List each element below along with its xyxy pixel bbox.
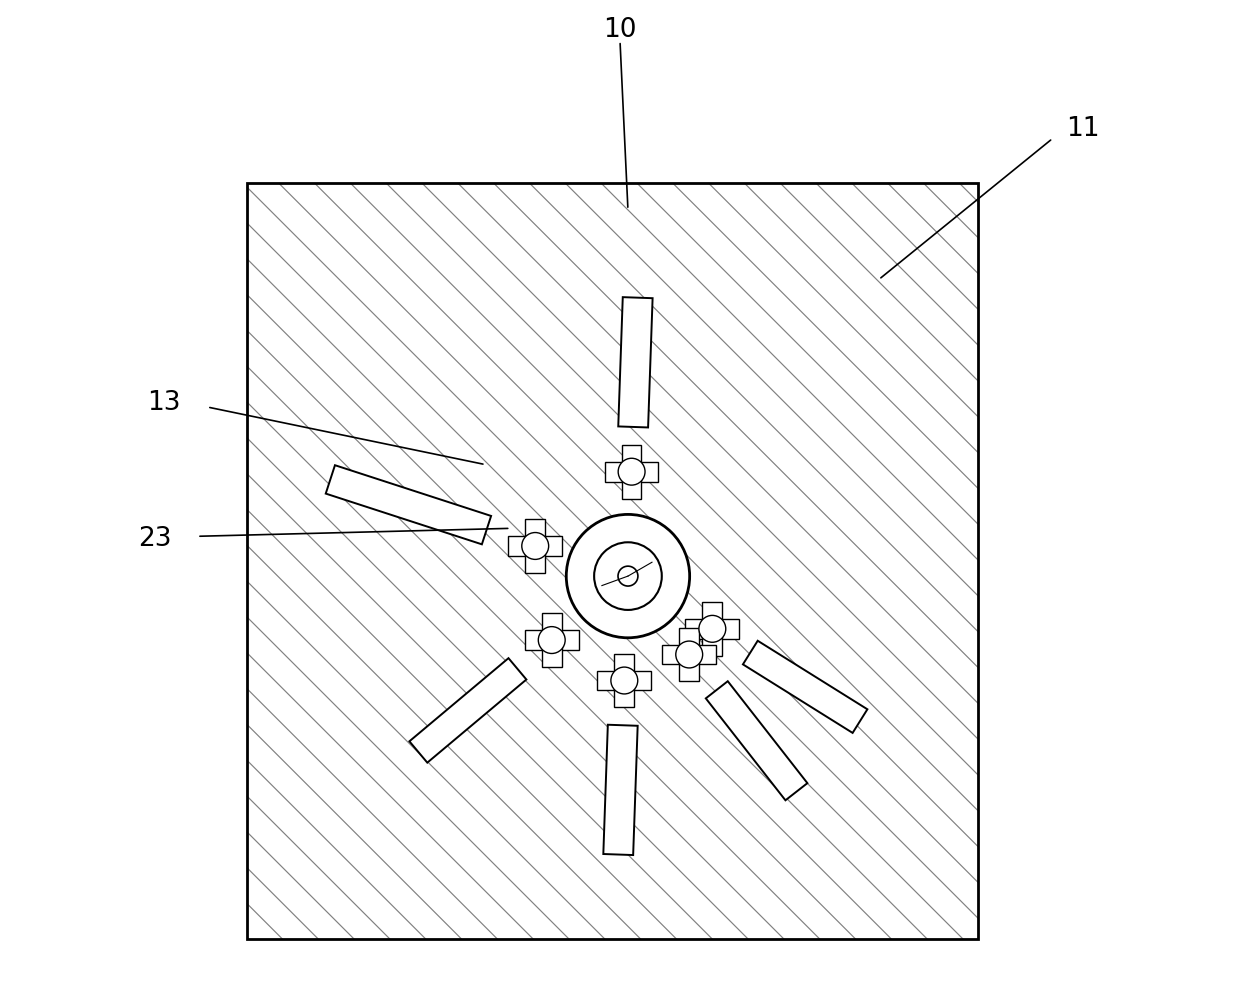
Bar — [680, 628, 699, 682]
Circle shape — [619, 459, 645, 486]
Polygon shape — [409, 658, 527, 762]
Polygon shape — [619, 298, 652, 428]
Bar — [526, 520, 546, 574]
Circle shape — [538, 627, 565, 654]
Text: 11: 11 — [1066, 116, 1100, 142]
Bar — [662, 645, 715, 665]
Text: 23: 23 — [139, 526, 172, 552]
Circle shape — [676, 641, 703, 668]
Bar — [525, 630, 579, 650]
Text: 10: 10 — [603, 17, 637, 43]
Circle shape — [618, 567, 637, 586]
Text: 13: 13 — [148, 390, 181, 415]
Polygon shape — [326, 466, 491, 545]
Bar — [598, 671, 651, 691]
Circle shape — [567, 515, 689, 638]
Bar — [247, 184, 978, 939]
Circle shape — [699, 615, 725, 642]
Circle shape — [594, 543, 662, 610]
Bar — [615, 654, 634, 708]
Bar — [686, 619, 739, 639]
Bar — [542, 613, 562, 667]
Bar — [247, 184, 978, 939]
Bar — [605, 462, 658, 482]
Circle shape — [522, 533, 548, 560]
Circle shape — [611, 667, 637, 694]
Polygon shape — [706, 682, 807, 800]
Polygon shape — [604, 725, 637, 855]
Bar — [703, 602, 722, 656]
Bar — [508, 537, 562, 557]
Polygon shape — [743, 641, 868, 734]
Bar — [621, 445, 641, 499]
